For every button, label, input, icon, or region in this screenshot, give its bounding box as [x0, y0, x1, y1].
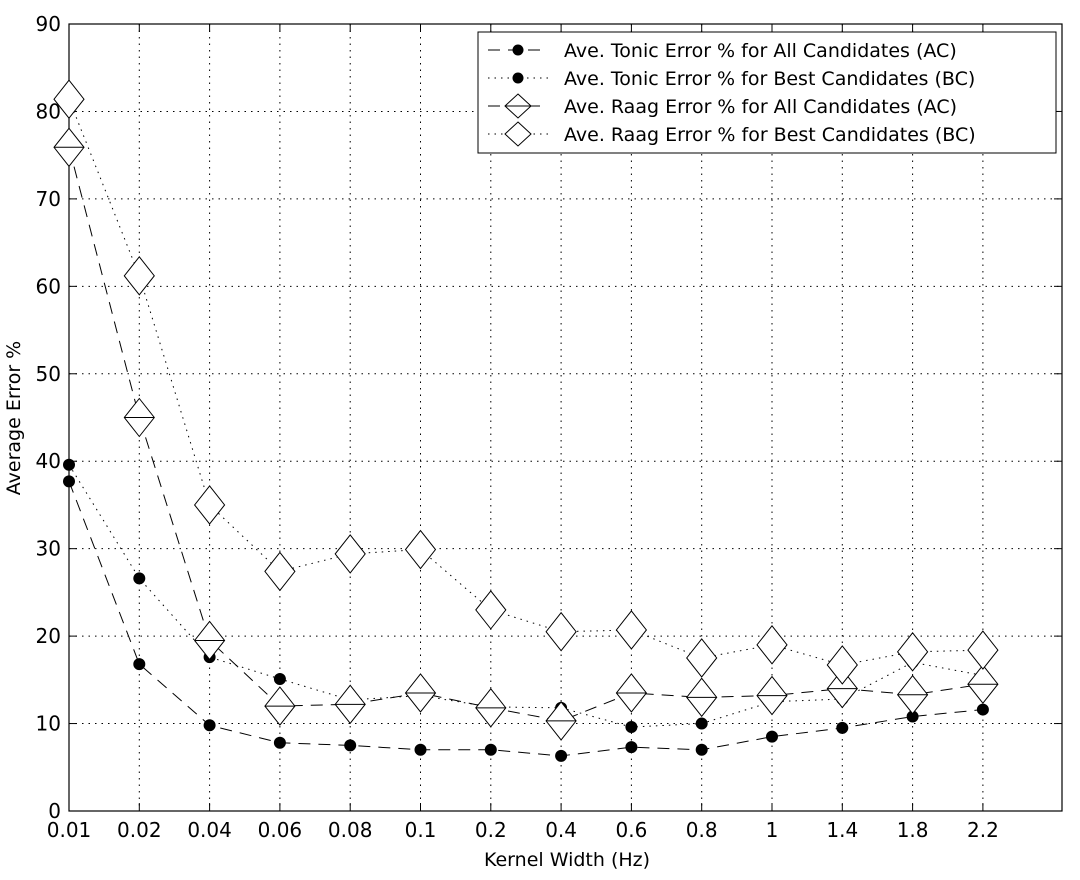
series-4-point — [334, 534, 366, 574]
series-1-point — [133, 658, 146, 671]
series-1-point — [695, 743, 708, 756]
axes-frame — [68, 23, 1063, 812]
x-tick-label: 0.8 — [686, 818, 718, 842]
series-2-point — [133, 572, 146, 585]
series-4-point — [615, 610, 648, 650]
x-tick-label: 0.2 — [475, 818, 507, 842]
legend-label-4: Ave. Raag Error % for Best Candidates (B… — [564, 124, 976, 146]
x-tick-label: 0.01 — [47, 818, 92, 842]
series-group — [53, 79, 999, 762]
series-line-1 — [68, 481, 983, 757]
y-tick-label: 70 — [36, 187, 61, 211]
y-tick-label: 10 — [36, 712, 61, 736]
x-tick-label: 0.1 — [405, 818, 437, 842]
y-tick-label: 40 — [36, 449, 61, 473]
series-1-point — [203, 719, 216, 732]
plot-area — [69, 24, 1062, 811]
x-tick-label: 0.4 — [545, 818, 577, 842]
y-tick-label: 60 — [36, 274, 61, 298]
series-4-point — [404, 529, 437, 570]
x-axis-label: Kernel Width (Hz) — [484, 849, 650, 871]
series-1-point — [625, 741, 638, 754]
x-tick-label: 1.8 — [897, 818, 929, 842]
series-4-point — [123, 256, 155, 296]
series-1-point — [484, 743, 497, 756]
y-tick-label: 90 — [36, 12, 61, 36]
x-tick-label: 0.06 — [258, 818, 303, 842]
y-axis-label: Average Error % — [3, 341, 25, 495]
series-4-point — [475, 590, 507, 630]
series-4-point — [686, 638, 718, 678]
axes — [68, 23, 1063, 812]
legend-label-1: Ave. Tonic Error % for All Candidates (A… — [564, 40, 957, 62]
legend-label-2: Ave. Tonic Error % for Best Candidates (… — [564, 68, 975, 90]
legend-label-3: Ave. Raag Error % for All Candidates (AC… — [564, 96, 957, 118]
y-tick-label: 0 — [48, 799, 61, 823]
x-tick-label: 0.6 — [615, 818, 647, 842]
y-tick-label: 50 — [36, 362, 61, 386]
series-2-point — [625, 721, 638, 734]
series-1-point — [63, 475, 75, 488]
legend-marker-2 — [512, 72, 524, 84]
series-4-point — [756, 625, 788, 665]
series-1-point — [766, 730, 778, 743]
x-tick-labels: 0.01 0.02 0.04 0.06 0.08 0.1 0.2 0.4 0.6 0.8 1 1.4 1… — [47, 818, 999, 842]
series-4-point — [896, 632, 929, 672]
series-1-point — [555, 749, 568, 762]
series-4-point — [545, 611, 577, 652]
legend: Ave. Tonic Error % for All Candidates (A… — [477, 31, 1057, 154]
series-1-point — [976, 703, 989, 716]
series-4-point — [826, 645, 858, 685]
x-tick-label: 1 — [766, 818, 779, 842]
grid-lines — [69, 24, 1062, 811]
series-4-point — [264, 551, 296, 592]
series-1-point — [836, 721, 849, 734]
legend-box — [477, 31, 1057, 154]
series-1-point — [273, 736, 286, 749]
series-2-point — [63, 458, 75, 471]
series-2-point — [695, 717, 708, 730]
series-4-point — [967, 630, 999, 670]
x-tick-label: 0.02 — [117, 818, 162, 842]
legend-marker-4 — [504, 121, 532, 147]
series-2-point — [273, 672, 286, 685]
y-tick-label: 30 — [36, 537, 61, 561]
x-tick-label: 2.2 — [967, 818, 999, 842]
x-tick-label: 0.04 — [187, 818, 232, 842]
x-tick-label: 1.4 — [826, 818, 858, 842]
series-1-point — [344, 739, 357, 752]
series-4-point — [53, 79, 85, 120]
series-4-point — [193, 485, 226, 525]
series-1-point — [414, 743, 427, 756]
x-tick-label: 0.08 — [328, 818, 373, 842]
y-tick-label: 20 — [36, 624, 61, 648]
legend-marker-1 — [512, 44, 524, 56]
